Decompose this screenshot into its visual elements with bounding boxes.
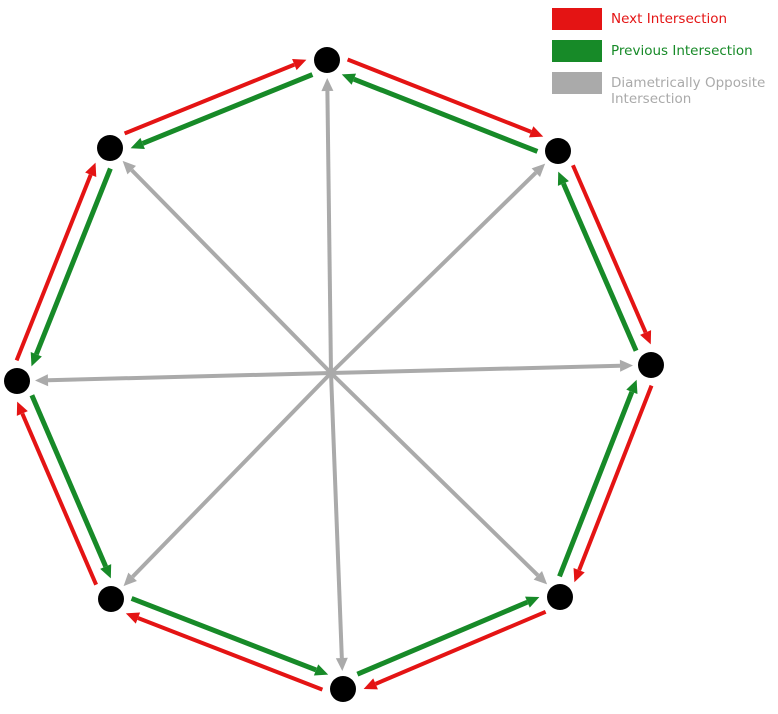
next-arrow [571, 164, 652, 345]
previous-arrow [557, 379, 638, 578]
intersection-node [97, 135, 123, 161]
legend-swatch-next [552, 8, 602, 30]
next-edges [14, 57, 654, 692]
previous-edges [29, 72, 639, 677]
legend-label-next: Next Intersection [611, 11, 728, 27]
legend-item-opposite: Diametrically Opposite Intersection [552, 72, 778, 107]
next-arrow [14, 162, 97, 362]
legend-swatch-opposite [552, 72, 602, 94]
previous-arrow [29, 394, 112, 579]
next-arrow [123, 59, 307, 136]
legend-item-next: Next Intersection [552, 8, 778, 30]
legend-item-previous: Previous Intersection [552, 40, 778, 62]
next-arrow [346, 57, 544, 138]
previous-arrow [130, 72, 314, 149]
opposite-arrow [34, 371, 332, 387]
opposite-arrow [330, 359, 634, 375]
previous-arrow [557, 171, 639, 352]
intersection-node [4, 368, 30, 394]
opposite-edges [34, 77, 634, 672]
opposite-arrow [329, 371, 548, 585]
intersection-node [547, 584, 573, 610]
opposite-arrow [321, 77, 334, 374]
intersection-node [545, 138, 571, 164]
intersection-nodes [4, 47, 664, 702]
previous-arrow [356, 596, 540, 677]
opposite-arrow [123, 371, 333, 587]
opposite-arrow [122, 160, 333, 375]
legend-swatch-previous [552, 40, 602, 62]
legend: Next Intersection Previous Intersection … [552, 8, 778, 117]
next-arrow [573, 384, 654, 583]
previous-arrow [30, 167, 113, 367]
previous-arrow [341, 73, 539, 154]
opposite-arrow [329, 372, 348, 672]
intersection-node [98, 586, 124, 612]
intersection-node [314, 47, 340, 73]
legend-label-previous: Previous Intersection [611, 43, 753, 59]
previous-arrow [130, 596, 329, 676]
next-arrow [16, 401, 98, 586]
opposite-arrow [329, 163, 546, 375]
next-arrow [363, 609, 547, 690]
intersection-node [330, 676, 356, 702]
next-arrow [125, 612, 324, 692]
intersection-node [638, 352, 664, 378]
legend-label-opposite: Diametrically Opposite Intersection [611, 75, 766, 107]
